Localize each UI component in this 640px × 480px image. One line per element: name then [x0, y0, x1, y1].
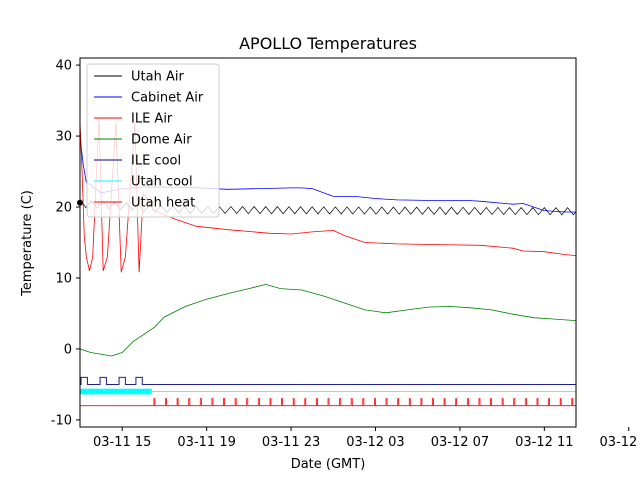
y-tick-label: 0: [64, 342, 72, 357]
utah-heat-line: [80, 398, 576, 407]
legend-label-dome-air: Dome Air: [131, 133, 192, 148]
axes-frame: [79, 57, 577, 428]
legend-label-utah-air: Utah Air: [131, 70, 184, 85]
utah-cool-line-band: [80, 388, 152, 395]
x-tick-label: 03-12 15: [600, 435, 640, 450]
y-axis-label: Temperature (C): [20, 190, 35, 297]
legend-label-ile-cool: ILE cool: [131, 154, 181, 169]
x-tick-label: 03-11 19: [177, 435, 235, 450]
y-tick-label: 10: [55, 271, 72, 286]
start-marker: [77, 199, 83, 206]
x-tick-label: 03-12 03: [346, 435, 404, 450]
x-tick-label: 03-11 15: [93, 435, 151, 450]
legend-label-ile-air: ILE Air: [131, 112, 173, 127]
y-tick-label: -10: [51, 413, 72, 428]
ile-cool-line: [80, 376, 576, 385]
legend-frame: [86, 63, 220, 218]
y-tick-label: 30: [55, 130, 72, 145]
chart-title: APOLLO Temperatures: [239, 34, 417, 53]
legend: Utah Air Cabinet Air ILE Air Dome Air ILE co…: [86, 63, 220, 218]
x-tick-label: 03-11 23: [262, 435, 320, 450]
x-tick-label: 03-12 11: [515, 435, 573, 450]
dome-air-line: [80, 283, 576, 357]
x-tick-label: 03-12 07: [431, 435, 489, 450]
y-tick-label: 40: [55, 59, 72, 74]
y-tick-label: 20: [55, 201, 72, 216]
legend-label-utah-cool: Utah cool: [131, 175, 193, 190]
legend-label-cabinet-air: Cabinet Air: [131, 91, 204, 106]
legend-label-utah-heat: Utah heat: [131, 196, 195, 211]
plot-area: -10 0 10 20 30 40 03-11 15 03-11 19 03-11 23 03-1…: [51, 57, 640, 450]
x-axis-label: Date (GMT): [291, 457, 366, 472]
